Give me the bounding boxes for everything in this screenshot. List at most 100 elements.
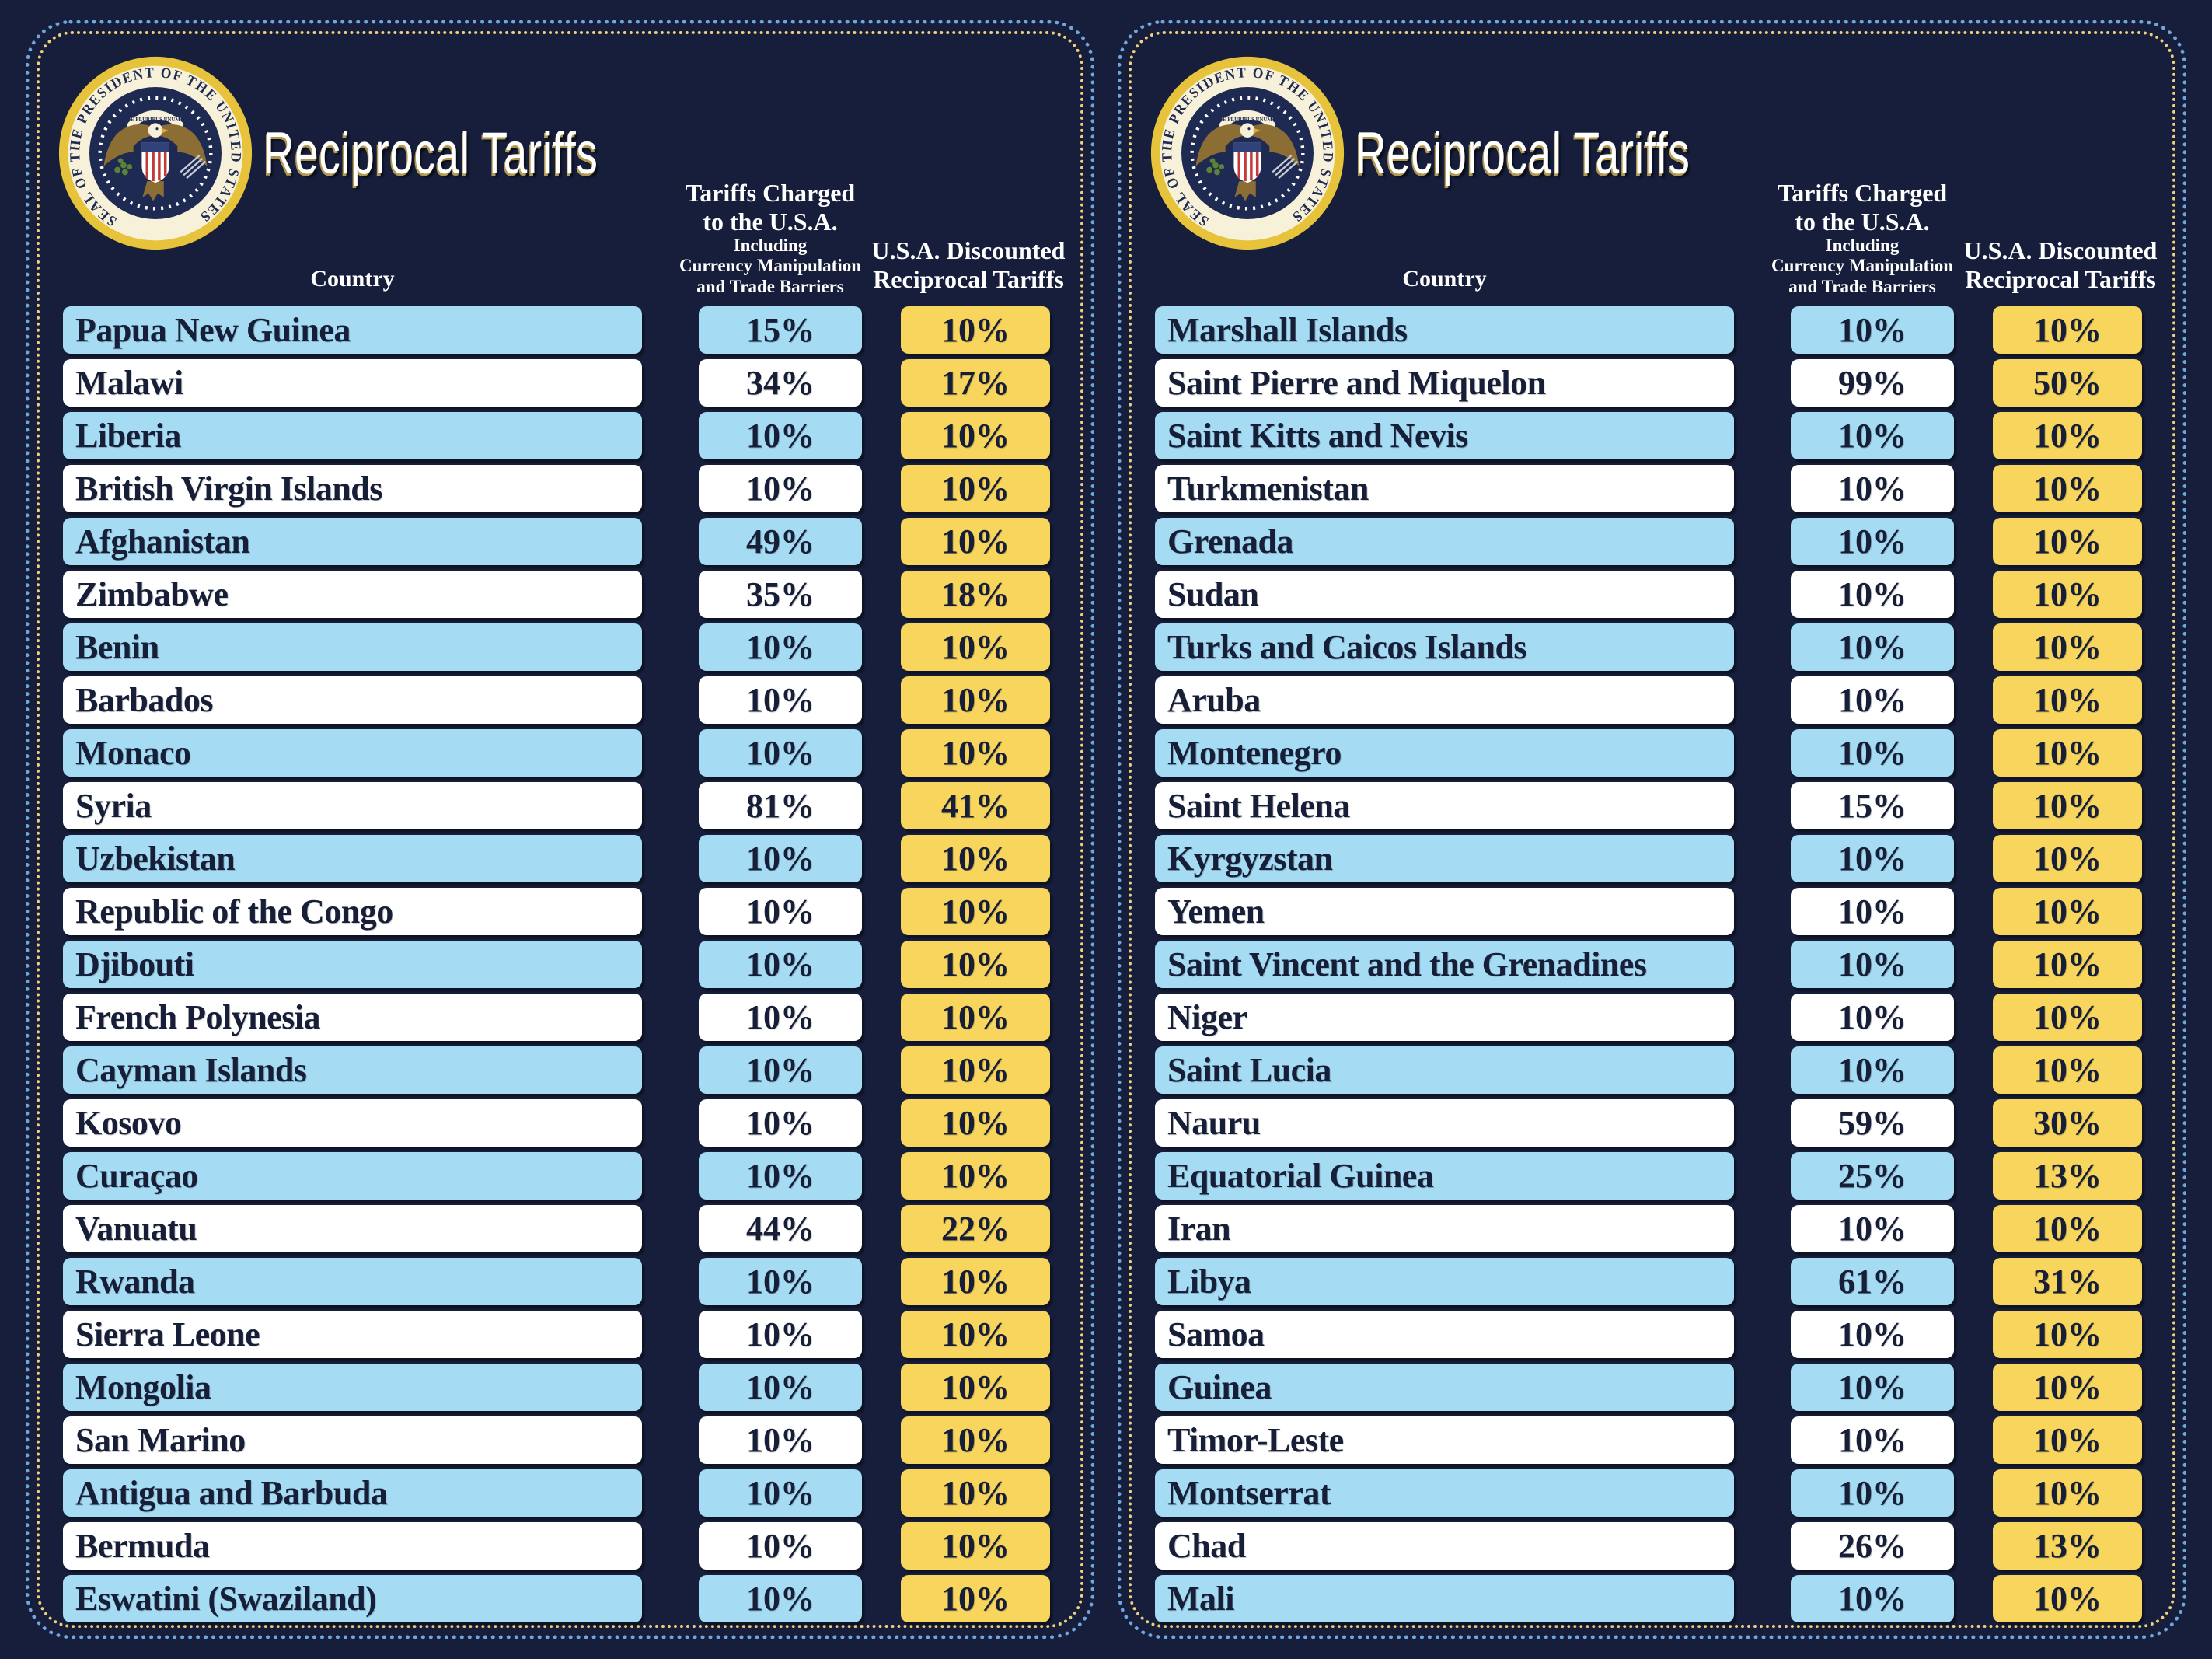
country-cell: Eswatini (Swaziland) <box>63 1575 642 1622</box>
tariff-panel-right: SEAL OF THE PRESIDENT OF THE UNITED STAT… <box>1118 20 2186 1639</box>
presidential-seal-icon: SEAL OF THE PRESIDENT OF THE UNITED STAT… <box>58 56 253 250</box>
discounted-tariff-cell: 10% <box>1993 1311 2142 1358</box>
country-cell: Kyrgyzstan <box>1155 835 1734 882</box>
table-row: Papua New Guinea 15% 10% <box>63 306 1057 354</box>
country-cell: Saint Helena <box>1155 782 1734 830</box>
column-header-discounted: U.S.A. Discounted Reciprocal Tariffs <box>871 236 1066 294</box>
country-cell: Liberia <box>63 412 642 459</box>
country-cell: Bermuda <box>63 1522 642 1570</box>
table-row: Kosovo 10% 10% <box>63 1099 1057 1147</box>
table-row: Libya 61% 31% <box>1155 1258 2149 1305</box>
discounted-tariff-cell: 10% <box>1993 1364 2142 1411</box>
discounted-tariff-cell: 31% <box>1993 1258 2142 1305</box>
country-cell: Turkmenistan <box>1155 465 1734 512</box>
country-cell: Vanuatu <box>63 1205 642 1252</box>
discounted-header-line1: U.S.A. Discounted <box>1963 236 2158 265</box>
charged-tariff-cell: 10% <box>1791 1311 1954 1358</box>
tariff-panel-left-inner: SEAL OF THE PRESIDENT OF THE UNITED STAT… <box>37 31 1083 1628</box>
country-cell: Sierra Leone <box>63 1311 642 1358</box>
discounted-tariff-cell: 18% <box>901 571 1050 618</box>
table-row: Mongolia 10% 10% <box>63 1364 1057 1411</box>
country-cell: Afghanistan <box>63 518 642 565</box>
discounted-tariff-cell: 10% <box>901 465 1050 512</box>
tariff-panel-left: SEAL OF THE PRESIDENT OF THE UNITED STAT… <box>26 20 1094 1639</box>
charged-tariff-cell: 10% <box>1791 1046 1954 1094</box>
charged-tariff-cell: 10% <box>699 623 862 671</box>
country-cell: Curaçao <box>63 1152 642 1200</box>
charged-tariff-cell: 10% <box>699 994 862 1041</box>
country-cell: Saint Lucia <box>1155 1046 1734 1094</box>
charged-tariff-cell: 10% <box>1791 835 1954 882</box>
table-row: Turks and Caicos Islands 10% 10% <box>1155 623 2149 671</box>
column-header-tariffs-charged: Tariffs Charged to the U.S.A. Including … <box>1736 179 1988 297</box>
table-row: Equatorial Guinea 25% 13% <box>1155 1152 2149 1200</box>
country-cell: Republic of the Congo <box>63 888 642 935</box>
page-title: Reciprocal Tariffs <box>1355 120 1690 187</box>
country-cell: Yemen <box>1155 888 1734 935</box>
discounted-tariff-cell: 10% <box>1993 1416 2142 1464</box>
charged-tariff-cell: 10% <box>1791 1205 1954 1252</box>
presidential-seal-icon: SEAL OF THE PRESIDENT OF THE UNITED STAT… <box>1150 56 1345 250</box>
discounted-tariff-cell: 10% <box>1993 835 2142 882</box>
charged-tariff-cell: 10% <box>699 1416 862 1464</box>
country-cell: Sudan <box>1155 571 1734 618</box>
table-row: Saint Helena 15% 10% <box>1155 782 2149 830</box>
country-cell: Mongolia <box>63 1364 642 1411</box>
seal-motto-text: E PLURIBUS UNUM <box>131 117 180 123</box>
charged-tariff-cell: 10% <box>699 676 862 724</box>
country-cell: Timor-Leste <box>1155 1416 1734 1464</box>
column-header-discounted: U.S.A. Discounted Reciprocal Tariffs <box>1963 236 2158 294</box>
discounted-tariff-cell: 10% <box>901 1522 1050 1570</box>
discounted-tariff-cell: 10% <box>901 835 1050 882</box>
table-row: Monaco 10% 10% <box>63 729 1057 777</box>
table-row: Syria 81% 41% <box>63 782 1057 830</box>
charged-tariff-cell: 35% <box>699 571 862 618</box>
charged-tariff-cell: 99% <box>1791 359 1954 407</box>
discounted-tariff-cell: 10% <box>901 1469 1050 1517</box>
column-header-tariffs-charged: Tariffs Charged to the U.S.A. Including … <box>644 179 896 297</box>
charged-tariff-cell: 44% <box>699 1205 862 1252</box>
discounted-tariff-cell: 10% <box>901 941 1050 988</box>
table-row: Rwanda 10% 10% <box>63 1258 1057 1305</box>
charged-tariff-cell: 10% <box>1791 518 1954 565</box>
charged-tariff-cell: 10% <box>1791 623 1954 671</box>
charged-tariff-cell: 15% <box>699 306 862 354</box>
charged-tariff-cell: 10% <box>699 1522 862 1570</box>
charged-tariff-cell: 10% <box>1791 994 1954 1041</box>
discounted-tariff-cell: 50% <box>1993 359 2142 407</box>
table-row: Kyrgyzstan 10% 10% <box>1155 835 2149 882</box>
table-row: Djibouti 10% 10% <box>63 941 1057 988</box>
discounted-tariff-cell: 10% <box>901 412 1050 459</box>
table-row: Mali 10% 10% <box>1155 1575 2149 1622</box>
charged-tariff-cell: 10% <box>1791 1364 1954 1411</box>
table-row: Sudan 10% 10% <box>1155 571 2149 618</box>
table-row: Aruba 10% 10% <box>1155 676 2149 724</box>
charged-tariff-cell: 10% <box>699 1364 862 1411</box>
olive-branch-icon <box>114 158 133 176</box>
table-row: Turkmenistan 10% 10% <box>1155 465 2149 512</box>
charged-tariff-cell: 10% <box>1791 306 1954 354</box>
discounted-tariff-cell: 10% <box>901 518 1050 565</box>
table-row: Montserrat 10% 10% <box>1155 1469 2149 1517</box>
discounted-tariff-cell: 10% <box>901 676 1050 724</box>
charged-tariff-cell: 10% <box>1791 1416 1954 1464</box>
country-cell: Mali <box>1155 1575 1734 1622</box>
table-row: Montenegro 10% 10% <box>1155 729 2149 777</box>
country-cell: Aruba <box>1155 676 1734 724</box>
country-cell: British Virgin Islands <box>63 465 642 512</box>
eagle-icon: E PLURIBUS UNUM <box>1195 110 1300 201</box>
charged-tariff-cell: 10% <box>699 1311 862 1358</box>
charged-tariff-cell: 61% <box>1791 1258 1954 1305</box>
charged-tariff-cell: 10% <box>1791 729 1954 777</box>
country-cell: Equatorial Guinea <box>1155 1152 1734 1200</box>
charged-header-sub3: and Trade Barriers <box>696 276 844 296</box>
seal-star-ring <box>1190 96 1305 211</box>
charged-header-sub3: and Trade Barriers <box>1788 276 1936 296</box>
discounted-tariff-cell: 10% <box>1993 729 2142 777</box>
discounted-tariff-cell: 10% <box>901 729 1050 777</box>
country-cell: Monaco <box>63 729 642 777</box>
charged-tariff-cell: 10% <box>1791 888 1954 935</box>
discounted-tariff-cell: 10% <box>901 1416 1050 1464</box>
country-cell: Djibouti <box>63 941 642 988</box>
discounted-tariff-cell: 10% <box>901 994 1050 1041</box>
